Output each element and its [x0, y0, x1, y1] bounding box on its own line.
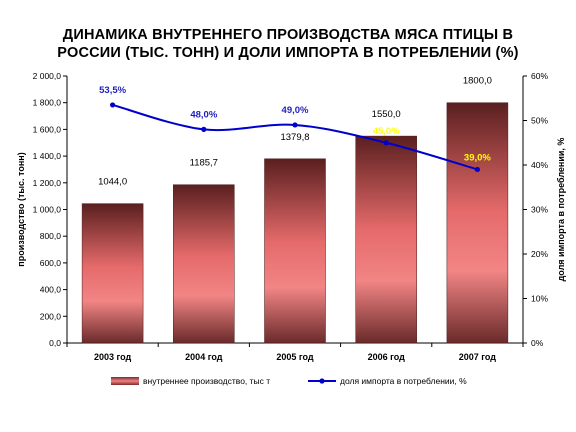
y-tick-label-right: 30%	[531, 205, 548, 215]
bars	[81, 102, 509, 344]
bar	[173, 184, 235, 344]
line-value-label: 49,0%	[282, 105, 309, 116]
chart-title-line-2: РОССИИ (ТЫС. ТОНН) И ДОЛИ ИМПОРТА В ПОТР…	[57, 45, 519, 61]
y-tick-label-left: 400,0	[40, 285, 62, 295]
y-axis-title-left: производство (тыс. тонн)	[16, 152, 26, 266]
bar-value-label: 1550,0	[372, 109, 401, 120]
bar	[264, 158, 326, 344]
line-point	[110, 102, 116, 108]
y-tick-label-right: 50%	[531, 116, 548, 126]
bar-value-label: 1800,0	[463, 76, 492, 87]
x-tick-label: 2007 год	[459, 352, 497, 362]
y-tick-label-right: 40%	[531, 160, 548, 170]
line-value-label: 53,5%	[99, 85, 126, 96]
bar	[81, 203, 144, 344]
y-tick-label-left: 1 400,0	[33, 151, 62, 161]
x-tick-label: 2006 год	[368, 352, 406, 362]
bar	[355, 135, 417, 344]
y-tick-label-left: 800,0	[40, 231, 62, 241]
y-tick-label-left: 1 800,0	[33, 98, 62, 108]
legend-label-bars: внутреннее производство, тыс т	[143, 376, 270, 386]
bar-value-label: 1044,0	[98, 177, 127, 188]
x-tick-label: 2004 год	[185, 352, 223, 362]
bar	[446, 102, 509, 344]
import-share-line	[110, 102, 480, 173]
bar-value-label: 1185,7	[190, 158, 218, 169]
data-labels: 1044,0 1185,7 1379,8 1550,0 1800,0 53,5% 48,0%…	[98, 76, 492, 188]
axes: 0,0 200,0 400,0 600,0 800,0 1 000,0 1 200,0 1 4…	[16, 71, 566, 362]
legend-line-marker	[319, 378, 325, 384]
line-value-label: 48,0%	[190, 109, 217, 120]
line-point	[383, 140, 389, 146]
y-tick-label-right: 20%	[531, 249, 548, 259]
bar-value-label: 1379,8	[280, 132, 309, 143]
y-tick-label-right: 10%	[531, 294, 548, 304]
line-point	[474, 166, 480, 173]
line-value-label: 45,0%	[373, 126, 400, 137]
legend-label-line: доля импорта в потреблении, %	[340, 376, 467, 386]
x-tick-label: 2003 год	[94, 352, 132, 362]
legend: внутреннее производство, тыс т доля импор…	[111, 376, 467, 386]
y-tick-label-right: 60%	[531, 71, 548, 81]
y-axis-title-right: доля импорта в потреблении, %	[556, 138, 566, 282]
y-tick-label-left: 600,0	[40, 258, 62, 268]
y-tick-label-left: 1 000,0	[33, 205, 62, 215]
legend-swatch-bars	[111, 377, 139, 385]
x-tick-label: 2005 год	[276, 352, 314, 362]
y-tick-label-left: 1 600,0	[33, 124, 62, 134]
y-tick-label-right: 0%	[531, 338, 544, 348]
line-point	[292, 122, 298, 128]
y-tick-label-left: 1 200,0	[33, 178, 62, 188]
chart-title-line-1: ДИНАМИКА ВНУТРЕННЕГО ПРОИЗВОДСТВА МЯСА П…	[62, 27, 514, 43]
line-point	[201, 126, 207, 132]
y-tick-label-left: 200,0	[40, 311, 62, 321]
y-tick-label-left: 0,0	[49, 338, 61, 348]
y-tick-label-left: 2 000,0	[33, 71, 62, 81]
line-value-label: 39,0%	[464, 152, 491, 163]
